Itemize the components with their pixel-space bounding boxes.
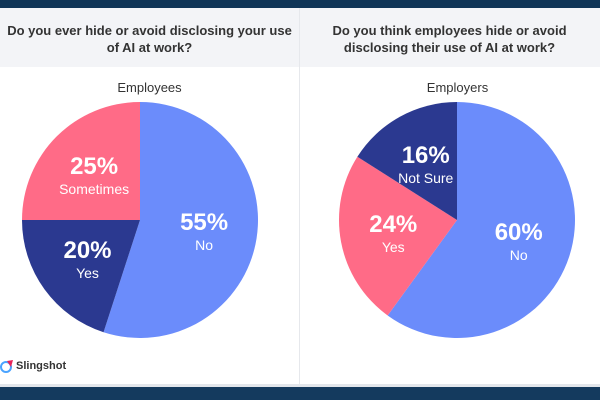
pie-slice-yes <box>22 220 140 333</box>
top-bar <box>0 0 600 8</box>
pie-slice-yes <box>338 156 457 316</box>
data-label-value: 25% <box>70 153 118 180</box>
divider <box>299 8 300 384</box>
pie-slice-no <box>103 102 259 338</box>
data-label-category: No <box>510 247 528 263</box>
data-label-value: 16% <box>402 142 450 169</box>
header-band <box>0 8 600 67</box>
chart-title-right: Do you think employees hide or avoid dis… <box>332 23 567 55</box>
data-label-category: Not Sure <box>398 170 453 186</box>
chart-subtitle-left: Employees <box>117 80 182 95</box>
rocket-icon <box>0 360 13 373</box>
chart-subtitle-right: Employers <box>426 80 489 95</box>
bottom-bar <box>0 387 600 400</box>
bottom-line <box>0 384 600 387</box>
data-label-value: 20% <box>63 237 111 264</box>
data-label-category: Yes <box>382 239 405 255</box>
data-label-value: 60% <box>495 219 543 246</box>
data-label-category: Sometimes <box>59 181 129 197</box>
data-label-category: Yes <box>76 265 99 281</box>
chart-title-left: Do you ever hide or avoid disclosing you… <box>7 23 292 55</box>
data-label-value: 55% <box>180 209 228 236</box>
pie-slice-sometimes <box>22 102 140 220</box>
pie-slice-no <box>387 102 575 338</box>
slingshot-logo: Slingshot <box>0 359 66 373</box>
brand-name: Slingshot <box>16 360 67 372</box>
data-label-category: No <box>195 237 213 253</box>
pie-slice-not-sure <box>357 102 457 220</box>
data-label-value: 24% <box>369 211 417 238</box>
